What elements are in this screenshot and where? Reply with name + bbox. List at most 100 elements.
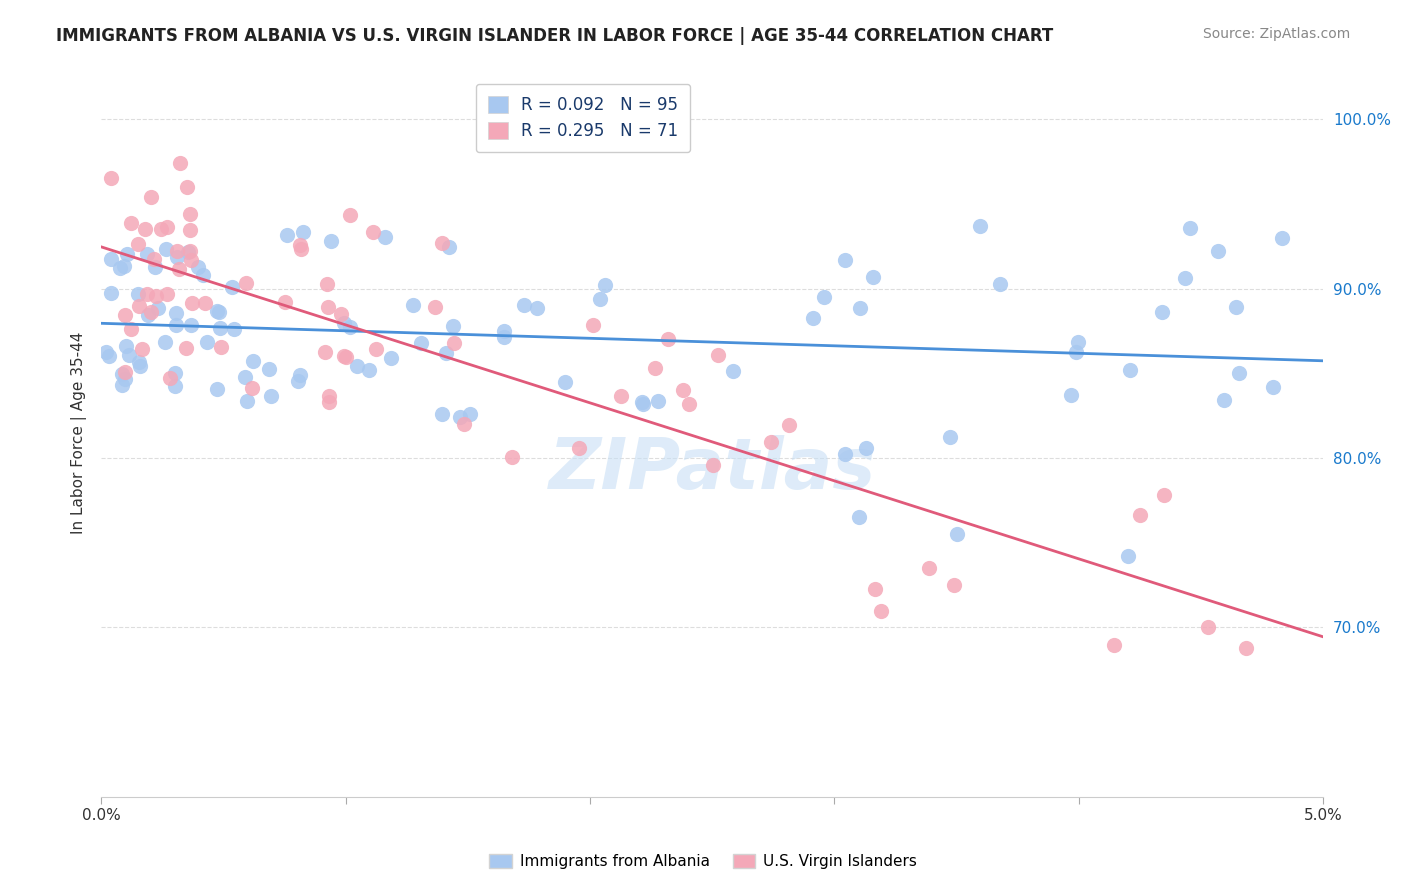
Point [1261, 380, 1284, 394]
Point [180, 318, 202, 332]
Point [834, 447, 856, 461]
Point [221, 280, 243, 294]
Point [114, 365, 136, 379]
Point [437, 240, 460, 254]
Point [319, 234, 342, 248]
Point [813, 290, 835, 304]
Point [120, 215, 142, 229]
Point [180, 252, 202, 267]
Point [945, 527, 967, 541]
Point [526, 301, 548, 315]
Point [449, 409, 471, 424]
Point [187, 260, 209, 275]
Point [335, 350, 357, 364]
Point [181, 296, 204, 310]
Point [969, 219, 991, 233]
Point [778, 418, 800, 433]
Point [257, 361, 280, 376]
Point [276, 227, 298, 242]
Point [177, 244, 200, 259]
Point [143, 260, 166, 274]
Point [609, 389, 631, 403]
Point [460, 407, 482, 421]
Point [288, 368, 311, 383]
Point [127, 236, 149, 251]
Point [801, 310, 824, 325]
Point [453, 417, 475, 431]
Point [1180, 221, 1202, 235]
Point [702, 458, 724, 472]
Point [194, 296, 217, 310]
Point [318, 389, 340, 403]
Point [209, 340, 232, 354]
Point [939, 429, 962, 443]
Point [759, 435, 782, 450]
Point [318, 394, 340, 409]
Point [224, 322, 246, 336]
Point [153, 334, 176, 349]
Point [128, 299, 150, 313]
Y-axis label: In Labor Force | Age 35-44: In Labor Force | Age 35-44 [72, 332, 87, 533]
Point [863, 582, 886, 596]
Point [233, 370, 256, 384]
Point [120, 322, 142, 336]
Point [678, 397, 700, 411]
Text: Source: ZipAtlas.com: Source: ZipAtlas.com [1202, 27, 1350, 41]
Point [494, 324, 516, 338]
Point [409, 335, 432, 350]
Point [150, 221, 173, 235]
Point [492, 329, 515, 343]
Point [240, 381, 263, 395]
Point [176, 180, 198, 194]
Point [136, 247, 159, 261]
Point [131, 342, 153, 356]
Point [100, 171, 122, 186]
Point [236, 393, 259, 408]
Legend: R = 0.092   N = 95, R = 0.295   N = 71: R = 0.092 N = 95, R = 0.295 N = 71 [477, 84, 690, 153]
Point [316, 300, 339, 314]
Point [1197, 619, 1219, 633]
Point [834, 252, 856, 267]
Point [1067, 335, 1090, 350]
Point [273, 294, 295, 309]
Point [1225, 300, 1247, 314]
Point [374, 229, 396, 244]
Point [402, 298, 425, 312]
Point [721, 364, 744, 378]
Point [145, 289, 167, 303]
Point [443, 335, 465, 350]
Point [316, 277, 339, 291]
Point [430, 236, 453, 251]
Point [333, 316, 356, 330]
Point [849, 301, 872, 315]
Point [501, 450, 523, 464]
Point [1116, 549, 1139, 564]
Point [441, 319, 464, 334]
Point [1206, 244, 1229, 259]
Point [169, 155, 191, 169]
Point [208, 305, 231, 319]
Point [1152, 305, 1174, 319]
Point [1174, 271, 1197, 285]
Point [942, 578, 965, 592]
Point [1104, 639, 1126, 653]
Point [671, 383, 693, 397]
Point [139, 304, 162, 318]
Point [1271, 231, 1294, 245]
Point [165, 379, 187, 393]
Point [117, 246, 139, 260]
Point [112, 259, 135, 273]
Point [156, 287, 179, 301]
Point [1119, 362, 1142, 376]
Point [423, 300, 446, 314]
Point [242, 354, 264, 368]
Point [165, 318, 187, 333]
Point [1059, 388, 1081, 402]
Point [110, 260, 132, 275]
Point [706, 348, 728, 362]
Point [1234, 640, 1257, 655]
Point [862, 270, 884, 285]
Point [290, 242, 312, 256]
Point [339, 320, 361, 334]
Point [333, 349, 356, 363]
